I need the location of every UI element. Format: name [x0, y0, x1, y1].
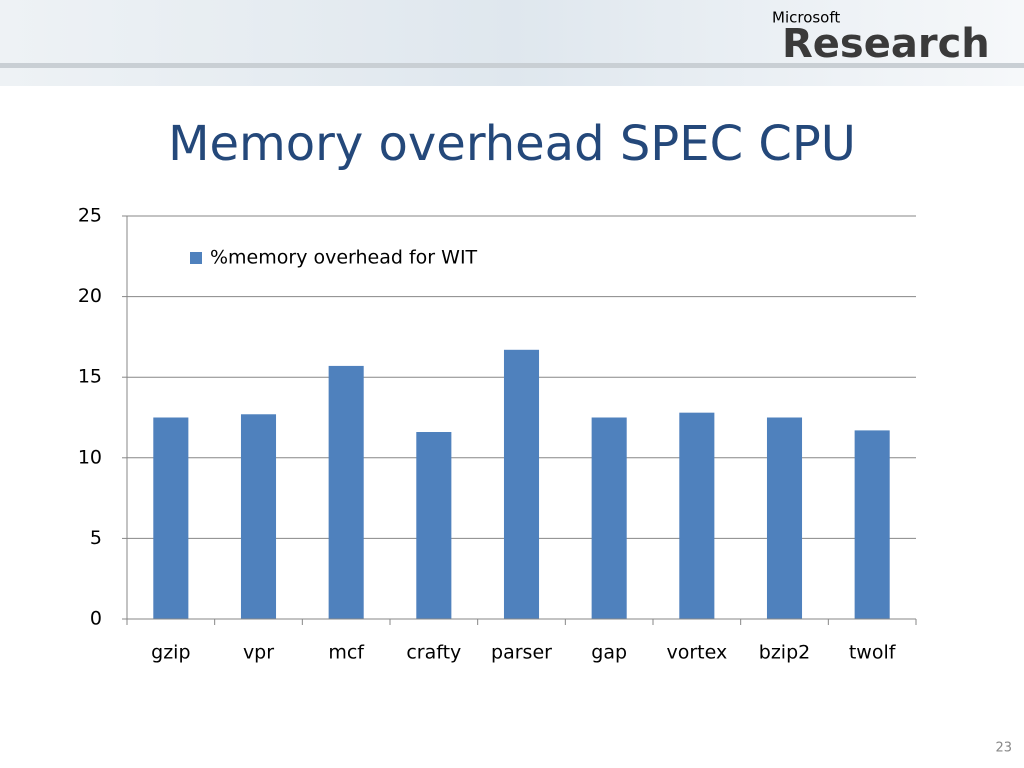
y-tick-label: 25 — [78, 205, 102, 227]
x-tick-label: gzip — [151, 642, 190, 664]
slide-title: Memory overhead SPEC CPU — [168, 116, 856, 172]
y-tick-label: 0 — [90, 608, 102, 630]
bar — [240, 414, 277, 619]
x-tick-label: vpr — [243, 642, 274, 664]
bar — [328, 365, 364, 619]
bar — [416, 432, 452, 619]
header-band — [0, 0, 1024, 86]
x-tick-label: crafty — [406, 642, 461, 664]
bar — [153, 417, 189, 619]
legend-label: %memory overhead for WIT — [210, 247, 478, 269]
bar — [591, 417, 627, 619]
x-tick-label: parser — [491, 642, 552, 664]
y-tick-label: 15 — [78, 366, 102, 388]
bar — [766, 417, 803, 619]
bar — [679, 412, 715, 619]
x-tick-label: twolf — [849, 642, 897, 664]
bar — [503, 349, 540, 619]
x-tick-label: gap — [591, 642, 627, 664]
y-tick-label: 5 — [90, 527, 102, 549]
logo-small: Microsoft — [772, 9, 840, 27]
logo: Research — [782, 21, 990, 67]
x-tick-label: mcf — [328, 642, 365, 664]
legend-swatch — [190, 252, 202, 264]
header-rule — [0, 63, 1024, 68]
page-number: 23 — [995, 741, 1012, 756]
x-tick-label: bzip2 — [759, 642, 810, 664]
x-tick-label: vortex — [666, 642, 727, 664]
y-tick-label: 10 — [78, 446, 102, 468]
y-tick-label: 20 — [78, 285, 102, 307]
bar — [854, 430, 890, 619]
